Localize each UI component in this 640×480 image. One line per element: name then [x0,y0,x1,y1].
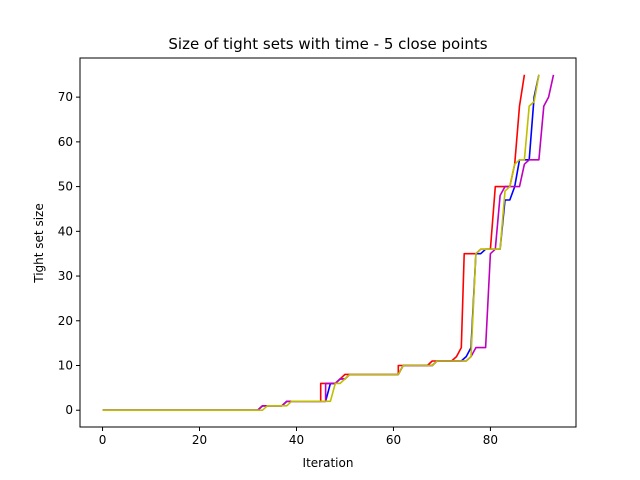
x-tick-label: 80 [483,433,498,447]
series-line-1 [102,74,526,412]
series-layer [102,74,555,412]
x-tick-label: 0 [99,433,107,447]
x-tick-label: 20 [192,433,207,447]
series-line-2 [102,74,540,412]
axes-frame [79,57,577,428]
y-tick-label: 60 [58,135,73,149]
x-axis-label: Iteration [303,456,354,470]
x-tick-label: 40 [289,433,304,447]
chart-title: Size of tight sets with time - 5 close p… [168,35,487,53]
y-tick-label: 30 [58,269,73,283]
y-tick-label: 40 [58,224,73,238]
series-line-3 [102,74,555,412]
y-tick-label: 0 [65,403,73,417]
y-tick-label: 20 [58,314,73,328]
y-axis-label: Tight set size [32,203,46,283]
y-tick-label: 10 [58,359,73,373]
y-tick-label: 50 [58,180,73,194]
ticks-layer: 0 20 40 60 80 0 10 20 30 40 50 60 70 [58,90,498,447]
x-tick-label: 60 [386,433,401,447]
series-line-4 [102,74,540,412]
y-tick-label: 70 [58,90,73,104]
